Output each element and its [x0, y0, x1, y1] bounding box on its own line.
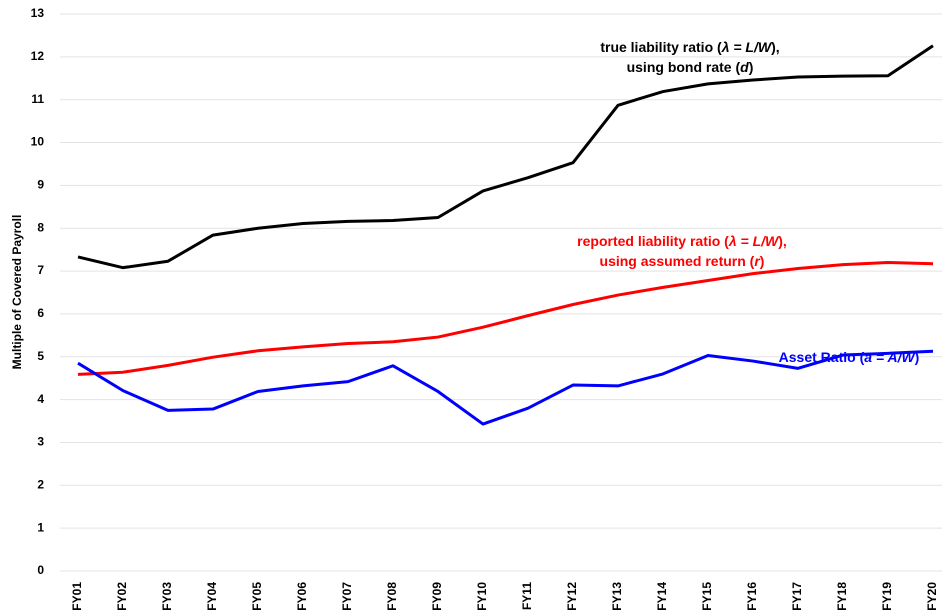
annotation-segment: a = A/W: [864, 349, 916, 365]
x-tick-label: FY05: [250, 582, 264, 611]
annotation-segment: true liability ratio (: [600, 39, 722, 55]
series-line: [77, 261, 934, 376]
series-annotation: reported liability ratio (λ = L/W),: [577, 233, 787, 249]
x-tick-label: FY11: [520, 582, 534, 610]
x-tick-label: FY17: [790, 582, 804, 611]
y-tick-label: 9: [37, 178, 44, 192]
x-tick-label: FY19: [880, 582, 894, 611]
y-axis-label: Multiple of Covered Payroll: [10, 215, 24, 370]
y-tick-label: 4: [37, 392, 44, 406]
y-tick-label: 6: [37, 306, 44, 320]
annotation-segment: ),: [778, 233, 787, 249]
y-tick-label: 0: [37, 563, 44, 577]
y-tick-label: 2: [37, 477, 44, 491]
annotation-segment: using assumed return (: [600, 253, 755, 269]
series-annotation: Asset Ratio (a = A/W): [779, 349, 920, 365]
x-tick-label: FY15: [700, 582, 714, 611]
x-tick-label: FY14: [655, 582, 669, 611]
y-tick-label: 8: [37, 220, 44, 234]
x-tick-label: FY18: [835, 582, 849, 611]
x-tick-label: FY09: [430, 582, 444, 611]
x-tick-label: FY03: [160, 582, 174, 611]
annotation-segment: using bond rate (: [627, 59, 741, 75]
x-tick-label: FY02: [115, 582, 129, 611]
x-tick-label: FY10: [475, 582, 489, 611]
x-tick-label: FY12: [565, 582, 579, 611]
series-annotation: using assumed return (r): [600, 253, 765, 269]
annotation-segment: ),: [771, 39, 780, 55]
x-tick-label: FY07: [340, 582, 354, 611]
annotation-segment: λ = L/W: [728, 233, 780, 249]
x-tick-label: FY01: [70, 582, 84, 611]
y-tick-label: 13: [31, 6, 45, 20]
series-annotation: true liability ratio (λ = L/W),: [600, 39, 779, 55]
series-line: [77, 349, 934, 426]
y-tick-label: 12: [31, 49, 45, 63]
series-annotation: using bond rate (d): [627, 59, 754, 75]
y-tick-label: 10: [31, 135, 45, 149]
y-tick-label: 7: [37, 263, 44, 277]
x-tick-label: FY08: [385, 582, 399, 611]
x-tick-label: FY20: [925, 582, 939, 611]
annotation-segment: ): [749, 59, 754, 75]
annotation-segment: d: [740, 59, 749, 75]
x-tick-label: FY13: [610, 582, 624, 611]
annotation-segment: Asset Ratio (: [779, 349, 865, 365]
y-tick-label: 3: [37, 435, 44, 449]
x-tick-label: FY06: [295, 582, 309, 611]
x-tick-label: FY16: [745, 582, 759, 611]
annotation-segment: r: [754, 253, 761, 269]
annotation-segment: λ = L/W: [721, 39, 773, 55]
x-tick-label: FY04: [205, 582, 219, 611]
annotation-segment: reported liability ratio (: [577, 233, 729, 249]
series-line: [77, 44, 934, 270]
annotation-segment: ): [915, 349, 920, 365]
y-tick-label: 5: [37, 349, 44, 363]
annotation-segment: ): [760, 253, 765, 269]
y-tick-label: 1: [37, 520, 44, 534]
y-tick-label: 11: [31, 92, 44, 106]
